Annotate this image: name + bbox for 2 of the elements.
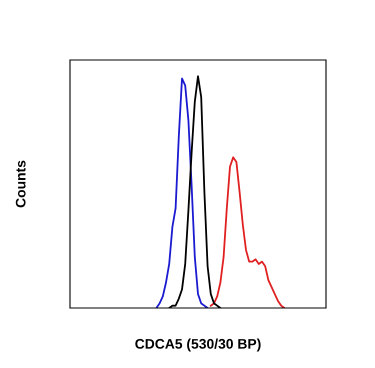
x-axis-title: CDCA5 (530/30 BP) [135, 338, 261, 352]
y-axis-title: Counts [16, 160, 26, 208]
